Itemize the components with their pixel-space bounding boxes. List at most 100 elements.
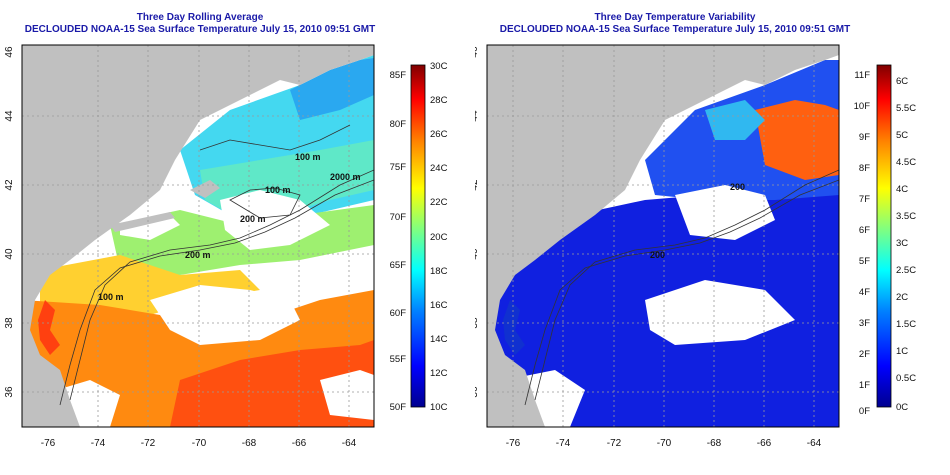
right-colorbar-c-labels: 6C 5.5C 5C 4.5C 4C 3.5C 3C 2.5C 2C 1.5C …: [896, 76, 916, 413]
colorbar-f-label: 80F: [390, 119, 407, 130]
colorbar-f-label: 75F: [390, 162, 407, 173]
y-tick-label: 46: [4, 46, 15, 58]
colorbar-f-label: 50F: [390, 402, 407, 413]
colorbar-c-label: 10C: [430, 402, 448, 413]
left-colorbar-f-labels: 85F 80F 75F 70F 65F 60F 55F 50F: [390, 70, 407, 413]
colorbar-c-label: 26C: [430, 129, 448, 140]
moderate-variability-patch: [705, 100, 765, 140]
colorbar-f-label: 11F: [854, 70, 870, 81]
left-title-line2: DECLOUDED NOAA-15 Sea Surface Temperatur…: [24, 24, 376, 35]
colorbar-f-label: 85F: [390, 70, 407, 81]
x-tick-label: -72: [141, 438, 156, 449]
x-tick-label: -64: [807, 438, 822, 449]
isobath-label: 200: [730, 182, 745, 192]
left-map-content: 100 m 100 m 2000 m 200 m 200 m 100 m: [22, 45, 374, 427]
colorbar-c-label: 3.5C: [896, 211, 916, 222]
colorbar-c-label: 5.5C: [896, 103, 916, 114]
x-tick-label: -68: [707, 438, 722, 449]
right-map-content: 200 200: [487, 45, 839, 427]
x-tick-label: -68: [242, 438, 257, 449]
x-tick-label: -74: [556, 438, 571, 449]
left-colorbar-c-labels: 30C 28C 26C 24C 22C 20C 18C 16C 14C 12C …: [430, 61, 448, 413]
colorbar-f-label: 10F: [854, 101, 871, 112]
nova-scotia-land: [745, 45, 839, 85]
right-map-frame: [486, 44, 840, 428]
colorbar-f-label: 7F: [859, 194, 870, 205]
colorbar-c-label: 18C: [430, 266, 448, 277]
right-bathymetry-contours: [524, 169, 839, 406]
isobath-label: 200: [650, 250, 665, 260]
colorbar-c-label: 4C: [896, 184, 908, 195]
y-tick-label: 38: [4, 317, 15, 329]
colorbar-f-label: 2F: [859, 349, 870, 360]
chesapeake-water: [503, 300, 525, 355]
x-tick-label: -70: [192, 438, 207, 449]
colorbar-c-label: 4.5C: [896, 157, 916, 168]
colorbar-c-label: 14C: [430, 334, 448, 345]
y-tick-label: 40: [4, 248, 15, 260]
x-tick-label: -72: [607, 438, 622, 449]
colorbar-c-label: 16C: [430, 300, 448, 311]
left-y-axis: 46 44 42 40 38 36: [4, 46, 15, 398]
y-tick-label: 38: [475, 317, 480, 329]
left-bathymetry-contours: [59, 124, 374, 406]
colorbar-f-label: 5F: [859, 256, 870, 267]
colorbar-f-label: 70F: [390, 212, 407, 223]
colorbar-c-label: 20C: [430, 232, 448, 243]
right-x-axis: -76 -74 -72 -70 -68 -66 -64: [506, 438, 822, 449]
colorbar-f-label: 1F: [859, 380, 870, 391]
right-grid: [487, 45, 839, 427]
colorbar-c-label: 24C: [430, 163, 448, 174]
colorbar-c-label: 0.5C: [896, 373, 916, 384]
colorbar-c-label: 1C: [896, 346, 908, 357]
colorbar-f-label: 65F: [390, 260, 407, 271]
high-variability-hotspot: [755, 100, 839, 180]
cloud-mask-4: [320, 370, 374, 420]
right-map-panel: 200 200 46 44 42 40 38 36 -76 -74 -72 -7…: [475, 44, 916, 449]
colorbar-f-label: 8F: [859, 163, 870, 174]
left-x-axis: -76 -74 -72 -70 -68 -66 -64: [41, 438, 357, 449]
colorbar-c-label: 0C: [896, 402, 908, 413]
y-tick-label: 44: [4, 110, 15, 122]
x-tick-label: -66: [292, 438, 307, 449]
colorbar-c-label: 30C: [430, 61, 448, 72]
x-tick-label: -76: [506, 438, 521, 449]
colorbar-f-label: 9F: [859, 132, 870, 143]
colorbar-f-label: 4F: [859, 287, 870, 298]
right-title-line1: Three Day Temperature Variability: [594, 12, 756, 23]
left-title-line1: Three Day Rolling Average: [136, 12, 264, 23]
isobath-label: 100 m: [98, 292, 124, 302]
x-tick-label: -76: [41, 438, 56, 449]
colorbar-f-label: 60F: [390, 308, 407, 319]
colorbar-c-label: 2.5C: [896, 265, 916, 276]
colorbar-c-label: 1.5C: [896, 319, 916, 330]
left-grid: [22, 45, 374, 427]
colorbar-f-label: 55F: [390, 354, 407, 365]
cloud-mask-r2: [675, 185, 775, 240]
colorbar-c-label: 6C: [896, 76, 908, 87]
colorbar-c-label: 2C: [896, 292, 908, 303]
isobath-label: 200 m: [185, 250, 211, 260]
y-tick-label: 36: [4, 386, 15, 398]
isobath-label: 100 m: [265, 185, 291, 195]
left-map-panel: 100 m 100 m 2000 m 200 m 200 m 100 m 46 …: [4, 44, 448, 449]
x-tick-label: -66: [757, 438, 772, 449]
y-tick-label: 42: [4, 179, 15, 191]
colorbar-c-label: 22C: [430, 197, 448, 208]
cloud-mask-r1: [645, 280, 795, 345]
long-island-land: [110, 212, 175, 232]
gulfstream-red-water: [170, 340, 374, 427]
chesapeake-water: [38, 300, 60, 355]
land-mass: [487, 45, 795, 427]
right-title-line2: DECLOUDED NOAA-15 Sea Surface Temperatur…: [499, 24, 851, 35]
colorbar-f-label: 0F: [859, 406, 870, 417]
y-tick-label: 46: [475, 46, 480, 58]
x-tick-label: -64: [342, 438, 357, 449]
cloud-mask-1: [150, 285, 300, 345]
isobath-label: 200 m: [240, 214, 266, 224]
colorbar-c-label: 5C: [896, 130, 908, 141]
shelf-yellow-water: [40, 255, 260, 320]
bay-of-fundy-cold: [290, 58, 374, 120]
y-tick-label: 44: [475, 110, 480, 122]
colorbar-c-label: 12C: [430, 368, 448, 379]
